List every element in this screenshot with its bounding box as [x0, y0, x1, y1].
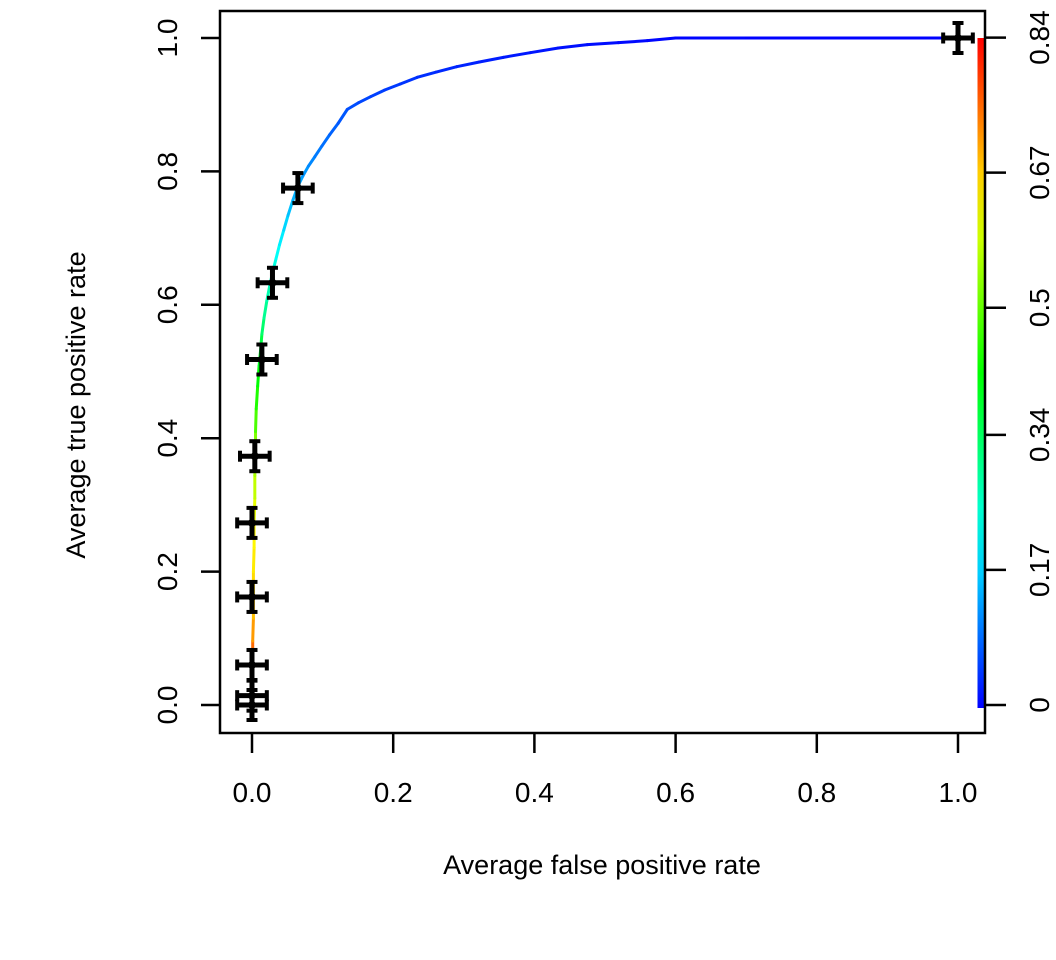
marker-center-point — [246, 517, 258, 529]
roc-curve-segment — [282, 213, 290, 232]
y-axis-tick-label: 0.2 — [152, 552, 183, 591]
marker-center-point — [292, 182, 304, 194]
error-bar-marker — [235, 505, 269, 540]
error-bar-marker — [245, 342, 279, 377]
error-bar-marker — [941, 20, 975, 56]
roc-curve-segment — [336, 107, 349, 125]
marker-center-point — [246, 690, 258, 702]
roc-curve-segment — [528, 46, 560, 55]
x-axis-tick-label: 0.0 — [233, 777, 272, 808]
roc-curve-segment — [260, 316, 266, 336]
marker-center-point — [266, 277, 279, 289]
roc-curve-segment — [301, 164, 310, 178]
colorbar-tick-label: 0.17 — [1024, 543, 1055, 598]
roc-curve-segment — [345, 101, 361, 111]
plot-box — [218, 9, 987, 735]
roc-curve-segment — [254, 407, 258, 434]
x-axis-tick-label: 0.4 — [515, 777, 554, 808]
x-axis-tick-label: 1.0 — [939, 777, 978, 808]
roc-curve-segment — [616, 39, 649, 45]
colorbar-tick-label: 0.67 — [1024, 145, 1055, 200]
roc-curve-segment — [398, 75, 419, 86]
colorbar-tick-label: 0 — [1024, 697, 1055, 713]
roc-curve-segment — [262, 299, 269, 320]
roc-curve-segment — [251, 546, 256, 574]
axes: 0.0 0.2 0.4 0.6 0.8 1.0 0.0 0.2 0.4 0.6 0.8 1.0 — [152, 9, 987, 808]
x-axis-tick-label: 0.2 — [374, 777, 413, 808]
roc-curve-segment — [383, 82, 402, 92]
roc-curve-segment — [556, 43, 589, 50]
colorbar-strip — [977, 38, 985, 708]
y-axis-tick-label: 0.0 — [152, 686, 183, 725]
roc-curve-segment — [274, 243, 282, 261]
y-axis-tick-label: 0.4 — [152, 419, 183, 458]
roc-curve-segment — [357, 95, 373, 105]
marker-center-point — [952, 32, 964, 44]
x-axis-title: Average false positive rate — [443, 850, 761, 880]
roc-curve-segment — [278, 228, 286, 247]
marker-center-point — [246, 659, 258, 671]
y-axis-tick-label: 0.8 — [152, 152, 183, 191]
colorbar-tick-label: 0.84 — [1024, 10, 1055, 65]
colorbar-tick-label: 0.34 — [1024, 408, 1055, 463]
roc-curve-segment — [645, 36, 678, 43]
roc-curve-segment — [369, 88, 387, 99]
colorbar: 0 0.17 0.34 0.5 0.67 0.84 — [977, 10, 1055, 713]
roc-curve — [250, 36, 960, 707]
roc-curve-segment — [251, 616, 255, 643]
roc-curve-segment — [254, 384, 260, 411]
x-axis-tick-label: 0.8 — [797, 777, 836, 808]
roc-curve-segment — [585, 41, 620, 47]
roc-curve-segment — [320, 133, 332, 148]
roc-curve-segment — [328, 121, 340, 137]
roc-curve-segment — [313, 144, 324, 159]
colorbar-tick-label: 0.5 — [1024, 288, 1055, 327]
roc-curve-segment — [286, 198, 295, 217]
error-bar-marker — [255, 265, 290, 300]
roc-curve-segment — [455, 60, 481, 69]
error-bar-marker — [281, 171, 315, 206]
roc-curve-segment — [434, 65, 459, 74]
marker-center-point — [246, 591, 258, 603]
y-axis-tick-label: 0.6 — [152, 285, 183, 324]
roc-curve-segment — [306, 155, 317, 168]
x-axis-tick-label: 0.6 — [656, 777, 695, 808]
roc-curve-segment — [415, 70, 438, 79]
roc-curve-segment — [477, 55, 505, 64]
roc-curve-segment — [501, 51, 532, 59]
marker-center-point — [249, 450, 261, 462]
avg-threshold-markers — [235, 20, 975, 723]
error-bar-marker — [237, 439, 272, 474]
error-bar-marker — [235, 579, 269, 614]
y-axis-title: Average true positive rate — [61, 251, 91, 558]
marker-center-point — [256, 353, 268, 366]
error-bar-marker — [235, 647, 269, 682]
y-axis-tick-label: 1.0 — [152, 19, 183, 58]
